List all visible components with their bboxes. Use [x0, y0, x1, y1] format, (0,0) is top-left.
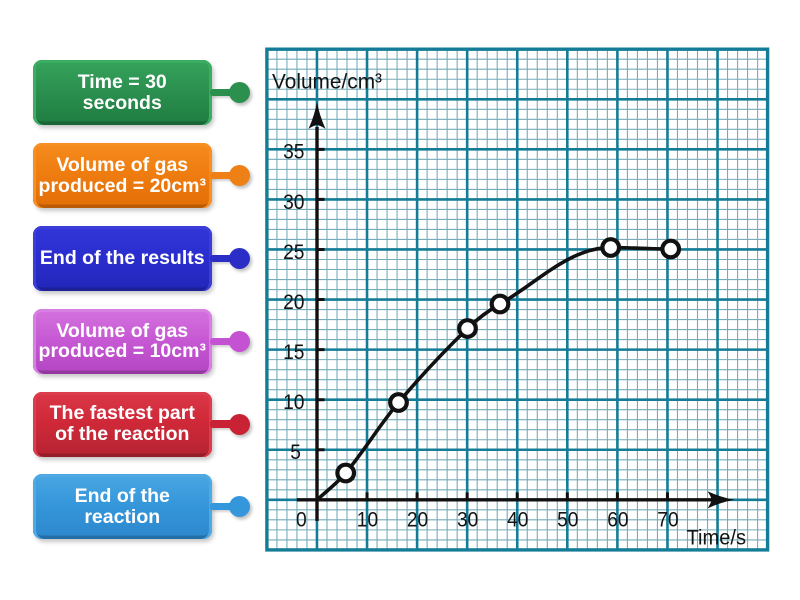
- svg-text:35: 35: [283, 140, 304, 164]
- svg-text:20: 20: [283, 290, 304, 314]
- svg-text:Volume/cm³: Volume/cm³: [272, 69, 382, 93]
- svg-text:30: 30: [457, 508, 478, 532]
- svg-text:5: 5: [290, 440, 301, 464]
- svg-text:60: 60: [607, 508, 628, 532]
- svg-text:40: 40: [507, 508, 528, 532]
- svg-text:20: 20: [407, 508, 428, 532]
- svg-text:50: 50: [557, 508, 578, 532]
- svg-text:25: 25: [283, 240, 304, 264]
- svg-text:10: 10: [283, 390, 304, 414]
- svg-text:15: 15: [283, 340, 304, 364]
- svg-text:10: 10: [357, 508, 378, 532]
- svg-text:Time/s: Time/s: [687, 526, 747, 550]
- svg-text:0: 0: [296, 508, 307, 532]
- svg-text:30: 30: [283, 190, 304, 214]
- svg-text:70: 70: [657, 508, 678, 532]
